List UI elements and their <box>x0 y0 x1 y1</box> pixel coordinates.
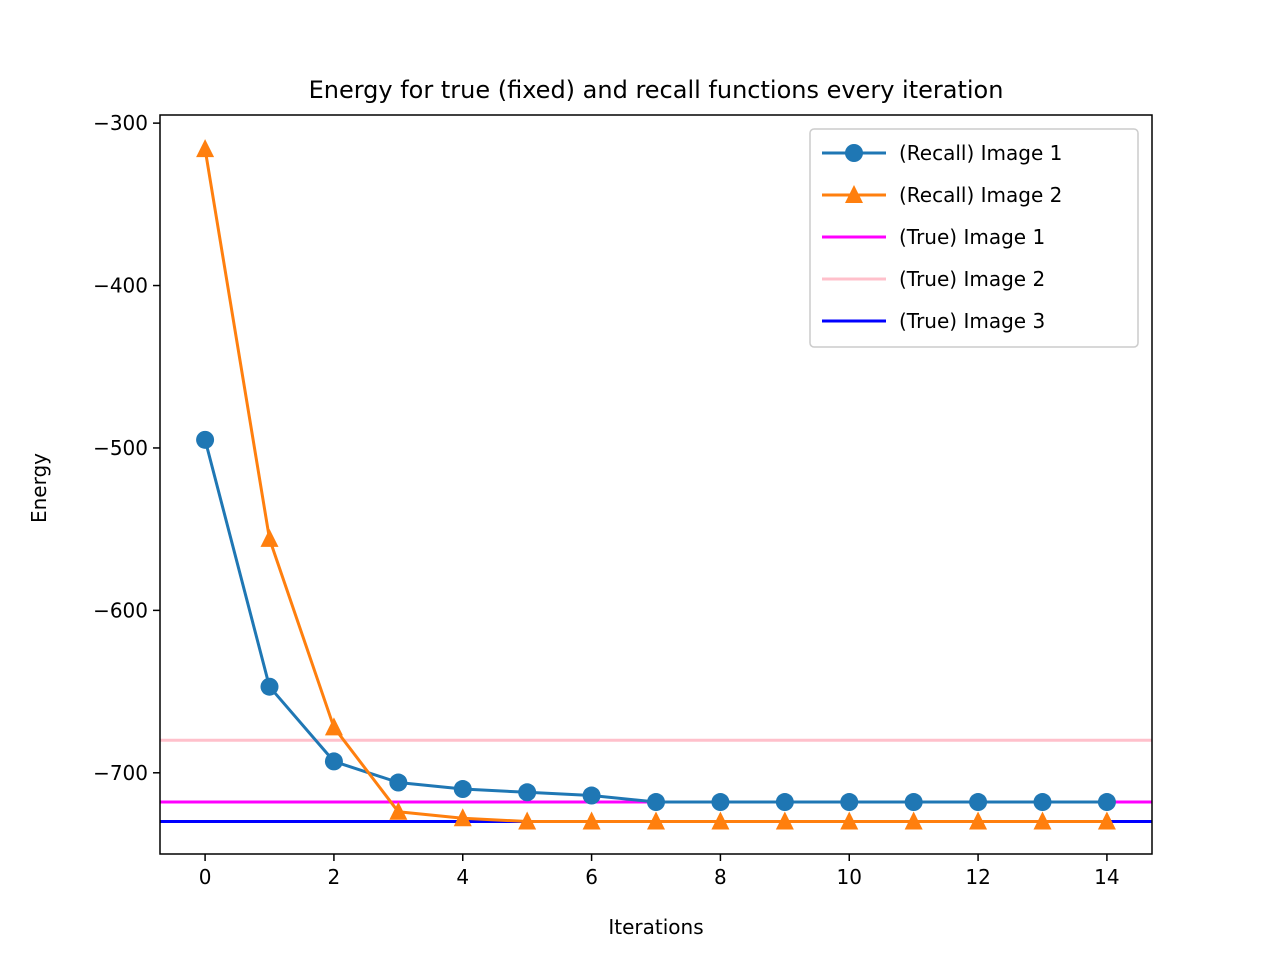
x-tick-label: 8 <box>714 865 727 889</box>
data-point-recall-image-1 <box>840 793 859 812</box>
legend-entry-label: (True) Image 2 <box>899 267 1045 291</box>
data-point-recall-image-1 <box>711 793 730 812</box>
y-tick-label: −300 <box>93 111 148 135</box>
data-point-recall-image-1 <box>1097 793 1116 812</box>
x-axis-label: Iterations <box>608 915 703 939</box>
data-point-recall-image-2 <box>775 811 794 830</box>
plot-content <box>160 139 1152 830</box>
data-point-recall-image-1 <box>324 752 343 771</box>
data-point-recall-image-1 <box>647 793 665 812</box>
y-tick-label: −500 <box>93 436 148 460</box>
data-point-recall-image-2 <box>582 811 601 830</box>
data-point-recall-image-2 <box>389 801 408 820</box>
data-point-recall-image-2 <box>196 139 215 158</box>
data-point-recall-image-1 <box>775 793 794 812</box>
data-point-recall-image-1 <box>969 793 988 812</box>
x-tick-label: 10 <box>837 865 862 889</box>
y-tick-label: −600 <box>93 598 148 622</box>
data-point-recall-image-1 <box>453 780 472 799</box>
data-point-recall-image-2 <box>518 811 537 830</box>
y-axis-label: Energy <box>27 453 51 523</box>
data-point-recall-image-2 <box>840 811 859 830</box>
data-point-recall-image-1 <box>260 677 279 696</box>
chart-title: Energy for true (fixed) and recall funct… <box>309 76 1004 104</box>
legend-entry-label: (True) Image 1 <box>899 225 1045 249</box>
legend-swatch-marker <box>845 185 863 203</box>
legend: (Recall) Image 1 (Recall) Image 2 (True) I… <box>809 128 1139 348</box>
legend-swatch-marker <box>845 144 863 162</box>
y-tick-label: −400 <box>93 274 148 298</box>
plot-area <box>160 139 1152 830</box>
x-tick-label: 6 <box>585 865 598 889</box>
legend-box <box>809 128 1139 348</box>
axes: 0 2 4 6 8 10 12 14 −300 −400 −500 −600 −700 <box>93 111 1153 889</box>
x-tick-label: 12 <box>965 865 990 889</box>
legend-entry-label: (Recall) Image 1 <box>899 141 1062 165</box>
axes-frame <box>159 114 1153 855</box>
x-tick-label: 2 <box>328 865 341 889</box>
data-point-recall-image-2 <box>904 811 923 830</box>
x-tick-label: 14 <box>1094 865 1119 889</box>
x-tick-label: 0 <box>199 865 212 889</box>
data-point-recall-image-1 <box>389 773 408 792</box>
data-point-recall-image-2 <box>453 808 472 827</box>
legend-entry-label: (True) Image 3 <box>899 309 1045 333</box>
data-point-recall-image-2 <box>1097 811 1116 830</box>
y-tick-label: −700 <box>93 761 148 785</box>
data-point-recall-image-2 <box>969 811 988 830</box>
data-point-recall-image-1 <box>904 793 923 812</box>
data-point-recall-image-2 <box>1033 811 1052 830</box>
data-point-recall-image-2 <box>324 717 343 736</box>
data-point-recall-image-1 <box>196 430 215 449</box>
data-point-recall-image-2 <box>260 528 279 547</box>
x-tick-label: 4 <box>456 865 469 889</box>
data-point-recall-image-1 <box>518 783 537 802</box>
legend-entry-label: (Recall) Image 2 <box>899 183 1062 207</box>
data-point-recall-image-2 <box>647 811 665 830</box>
data-point-recall-image-2 <box>711 811 730 830</box>
data-point-recall-image-1 <box>582 786 601 805</box>
data-point-recall-image-1 <box>1033 793 1052 812</box>
